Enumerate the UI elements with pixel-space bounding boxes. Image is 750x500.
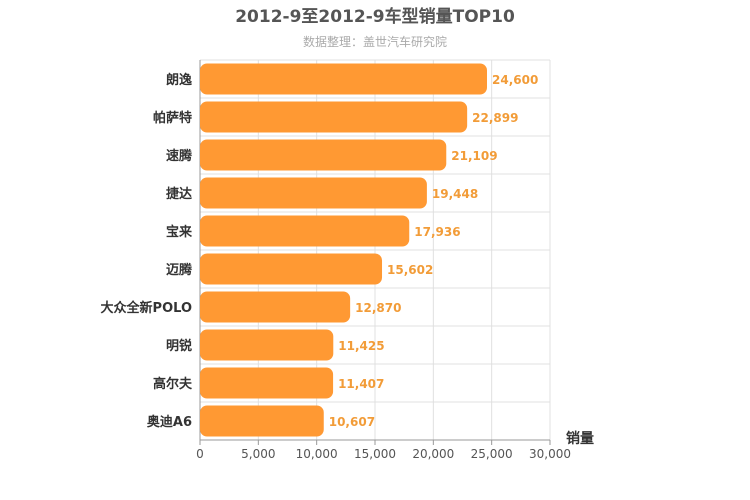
x-tick-label: 30,000 bbox=[529, 447, 571, 461]
bar bbox=[200, 329, 334, 361]
category-label: 明锐 bbox=[166, 338, 192, 354]
bar bbox=[200, 291, 351, 323]
x-tick-label: 15,000 bbox=[354, 447, 396, 461]
bar bbox=[200, 139, 447, 171]
category-label: 奥迪A6 bbox=[147, 414, 192, 430]
bar bbox=[200, 63, 487, 95]
category-label: 帕萨特 bbox=[153, 110, 192, 126]
value-label: 21,109 bbox=[451, 149, 497, 163]
value-label: 15,602 bbox=[387, 263, 433, 277]
x-axis-title: 销量 bbox=[566, 430, 594, 447]
x-tick-label: 25,000 bbox=[471, 447, 513, 461]
x-tick-label: 5,000 bbox=[241, 447, 275, 461]
value-label: 22,899 bbox=[472, 111, 518, 125]
x-tick-label: 20,000 bbox=[412, 447, 454, 461]
value-label: 19,448 bbox=[432, 187, 478, 201]
x-tick-label: 0 bbox=[196, 447, 204, 461]
value-label: 24,600 bbox=[492, 73, 538, 87]
category-label: 速腾 bbox=[166, 148, 193, 164]
category-label: 大众全新POLO bbox=[101, 300, 192, 316]
value-label: 17,936 bbox=[414, 225, 460, 239]
value-label: 10,607 bbox=[329, 415, 375, 429]
category-label: 宝来 bbox=[166, 224, 193, 240]
value-label: 12,870 bbox=[355, 301, 401, 315]
category-label: 迈腾 bbox=[166, 262, 193, 278]
chart-subtitle: 数据整理：盖世汽车研究院 bbox=[303, 34, 447, 49]
bar bbox=[200, 177, 427, 209]
bar bbox=[200, 215, 410, 247]
bar bbox=[200, 101, 468, 133]
category-label: 高尔夫 bbox=[153, 376, 193, 392]
bar bbox=[200, 367, 334, 399]
value-labels: 24,600 22,899 21,109 19,448 17,936 15,602 12,8… bbox=[329, 73, 539, 429]
x-axis-ticks: 0 5,000 10,000 15,000 20,000 25,000 30,000 bbox=[196, 440, 571, 461]
category-label: 朗逸 bbox=[166, 72, 192, 88]
value-label: 11,425 bbox=[338, 339, 384, 353]
bar bbox=[200, 253, 383, 285]
category-label: 捷达 bbox=[166, 186, 192, 202]
chart-title: 2012-9至2012-9车型销量TOP10 bbox=[235, 6, 515, 27]
x-tick-label: 10,000 bbox=[296, 447, 338, 461]
bars bbox=[200, 63, 487, 437]
value-label: 11,407 bbox=[338, 377, 384, 391]
bar bbox=[200, 405, 324, 437]
